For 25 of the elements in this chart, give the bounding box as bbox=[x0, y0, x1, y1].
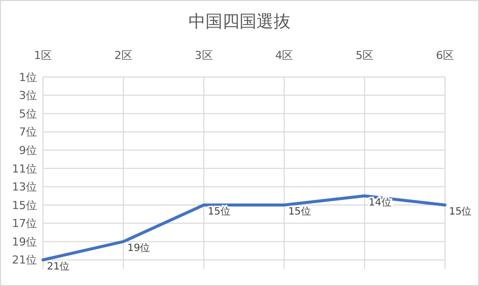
y-tick-label: 11位 bbox=[12, 162, 37, 176]
chart-title: 中国四国選抜 bbox=[188, 12, 290, 32]
y-tick-label: 21位 bbox=[12, 254, 37, 267]
x-tick-label: 5区 bbox=[356, 49, 374, 62]
y-tick-label: 17位 bbox=[12, 217, 37, 230]
y-tick-label: 9位 bbox=[19, 144, 37, 157]
x-tick-label: 4区 bbox=[275, 49, 294, 62]
y-tick-label: 13位 bbox=[12, 180, 37, 194]
data-label: 19位 bbox=[127, 242, 150, 254]
data-label: 15位 bbox=[449, 206, 472, 218]
x-tick-label: 3区 bbox=[194, 49, 213, 62]
data-label: 15位 bbox=[208, 206, 231, 218]
y-tick-label: 3位 bbox=[19, 89, 37, 102]
y-tick-label: 5位 bbox=[19, 107, 37, 120]
data-label: 14位 bbox=[368, 196, 392, 208]
x-tick-label: 2区 bbox=[114, 49, 132, 62]
y-tick-label: 7位 bbox=[19, 126, 37, 139]
data-label: 15位 bbox=[288, 206, 311, 218]
x-tick-label: 6区 bbox=[436, 49, 454, 62]
line-series bbox=[42, 194, 446, 262]
data-label: 21位 bbox=[47, 260, 70, 272]
y-tick-label: 1位 bbox=[19, 70, 37, 84]
y-tick-label: 19位 bbox=[12, 235, 37, 248]
y-tick-label: 15位 bbox=[12, 198, 37, 212]
x-tick-label: 1区 bbox=[34, 49, 52, 62]
